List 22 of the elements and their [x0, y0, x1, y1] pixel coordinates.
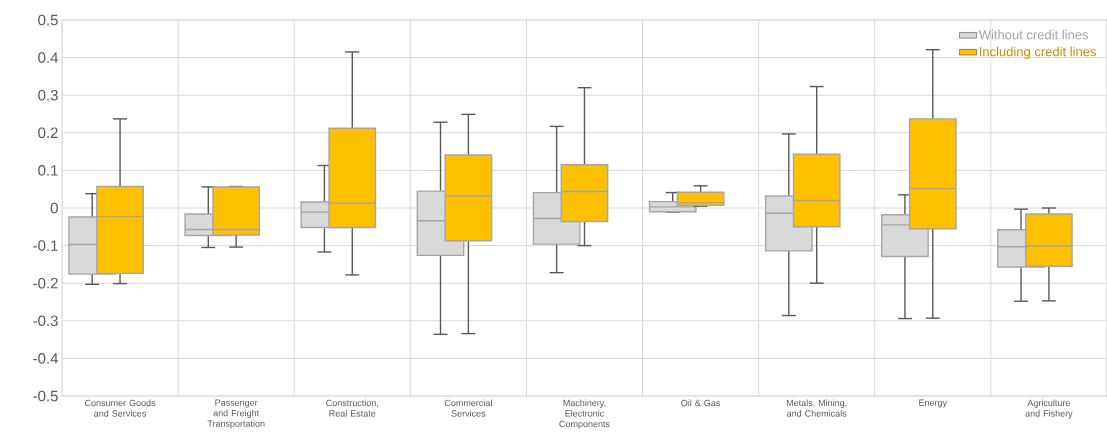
x-tick-label: Construction, Real Estate [326, 399, 378, 417]
x-tick-label: Agriculture and Fishery [1025, 399, 1073, 419]
x-tick-label: Machinery, Electronic Components [559, 399, 610, 429]
x-tick-label: Consumer Goods and Services [85, 399, 156, 417]
y-tick-label: 0 [50, 202, 58, 214]
x-tick-label: Passenger and Freight Transportation [207, 399, 265, 429]
x-tick-label: Energy [919, 399, 948, 408]
y-tick-label: 0.5 [38, 14, 58, 26]
y-tick-label: -0.3 [33, 315, 58, 327]
x-tick-label: Oil & Gas [681, 399, 720, 407]
x-tick-label: Commercial Services [444, 399, 492, 417]
y-tick-label: 0.3 [38, 89, 58, 101]
y-tick-label: -0.1 [33, 240, 58, 251]
y-tick-label: -0.5 [33, 390, 58, 402]
y-tick-label: 0.1 [38, 165, 58, 176]
legend-label: Including credit lines [979, 46, 1097, 59]
y-tick-label: 0.2 [38, 127, 58, 139]
y-tick-label: -0.2 [33, 277, 58, 289]
y-tick-label: 0.4 [38, 52, 59, 63]
x-tick-label: Metals, Mining, and Chemicals [786, 399, 847, 417]
y-tick-label: -0.4 [33, 353, 59, 364]
legend-label: Without credit lines [978, 29, 1089, 40]
